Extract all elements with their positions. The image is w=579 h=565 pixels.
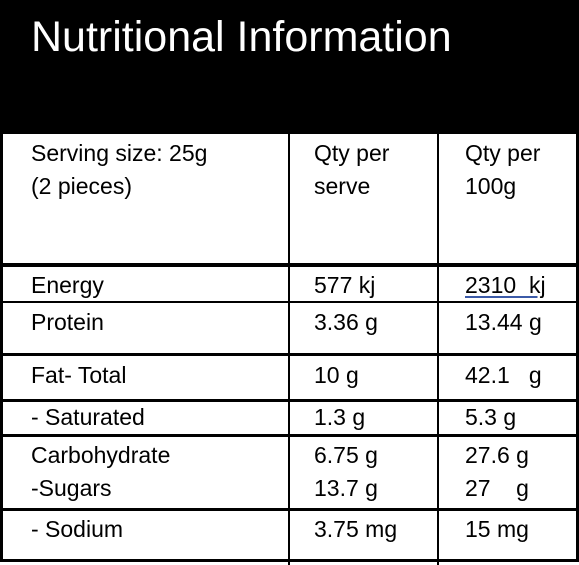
energy-per-100g: 2310 kj (465, 272, 546, 298)
column-divider-2 (437, 134, 439, 565)
serving-size-label: Serving size: 25g (31, 140, 208, 166)
nutrient-label-fat-total: Fat- Total (31, 362, 127, 388)
row-divider-fat (3, 399, 579, 402)
nutrient-label-sugars: -Sugars (31, 475, 112, 501)
carbohydrate-per-serve: 6.75 g (314, 442, 378, 468)
nutrient-label-energy: Energy (31, 272, 104, 298)
nutrient-label-saturated: - Saturated (31, 404, 145, 430)
qty-per-100g-header-line1: Qty per (465, 140, 541, 166)
fat-total-per-100g: 42.1 g (465, 362, 542, 388)
fat-total-per-serve: 10 g (314, 362, 359, 388)
carbohydrate-per-100g: 27.6 g (465, 442, 529, 468)
energy-per-serve: 577 kj (314, 272, 376, 298)
sugars-per-100g: 27 g (465, 475, 529, 501)
row-divider-carbohydrate (3, 508, 579, 511)
sodium-per-serve: 3.75 mg (314, 516, 398, 542)
column-divider-1 (288, 134, 290, 565)
row-divider-protein (3, 353, 579, 356)
saturated-per-serve: 1.3 g (314, 404, 366, 430)
serving-pieces-label: (2 pieces) (31, 173, 132, 199)
row-divider-saturated (3, 434, 579, 437)
row-divider-header (3, 263, 579, 267)
protein-per-serve: 3.36 g (314, 309, 378, 335)
sodium-per-100g: 15 mg (465, 516, 529, 542)
qty-per-100g-header-line2: 100g (465, 173, 517, 199)
saturated-per-100g: 5.3 g (465, 404, 517, 430)
nutrient-label-protein: Protein (31, 309, 104, 335)
title-bar: Nutritional Information (3, 3, 579, 134)
nutrient-label-carbohydrate: Carbohydrate (31, 442, 171, 468)
row-divider-energy (3, 301, 579, 303)
nutrient-label-sodium: - Sodium (31, 516, 124, 542)
protein-per-100g: 13.44 g (465, 309, 542, 335)
panel-title: Nutritional Information (31, 13, 452, 61)
qty-per-serve-header-line2: serve (314, 173, 371, 199)
sugars-per-serve: 13.7 g (314, 475, 378, 501)
qty-per-serve-header-line1: Qty per (314, 140, 390, 166)
